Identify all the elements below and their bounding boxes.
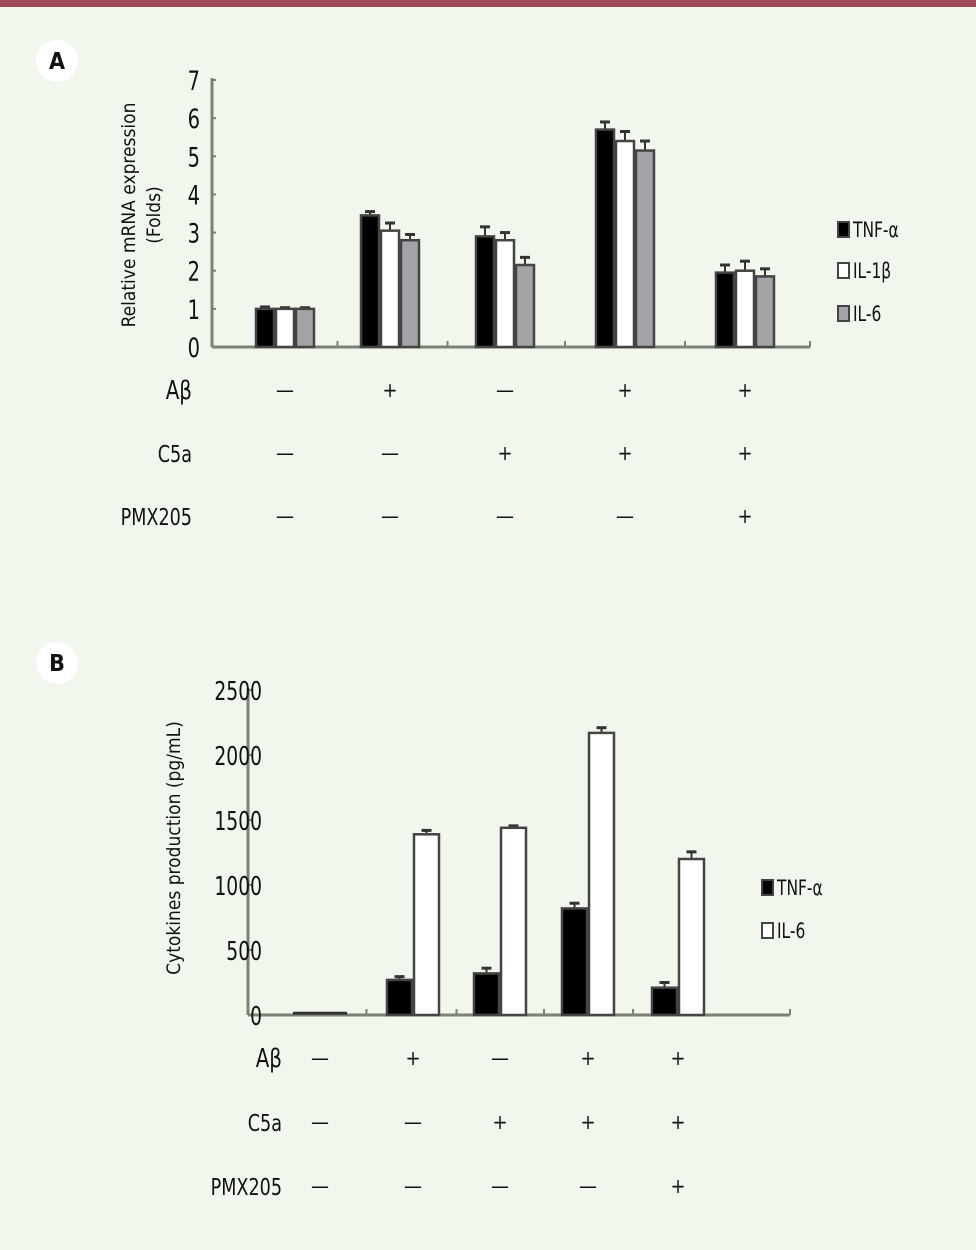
condition-sign: + — [580, 1046, 595, 1070]
legend-swatch — [761, 879, 774, 896]
y-tick-label: 2 — [188, 255, 200, 287]
condition-label-C5a: C5a — [158, 442, 192, 469]
condition-sign: — — [616, 504, 634, 528]
condition-sign: + — [492, 1110, 507, 1134]
condition-sign: + — [670, 1110, 685, 1134]
bar-IL-6 — [634, 149, 656, 349]
legend-swatch — [761, 922, 774, 939]
condition-label-PMX205: PMX205 — [211, 1175, 282, 1202]
panel-label: A — [49, 49, 65, 75]
bar-TNF-α — [560, 907, 589, 1017]
y-tick-label: 1 — [188, 293, 200, 325]
y-tick-label: 2000 — [214, 741, 262, 772]
condition-label-Aβ: Aβ — [256, 1043, 282, 1073]
y-tick-label: 0 — [250, 1001, 262, 1032]
condition-sign: — — [496, 504, 514, 528]
condition-sign: — — [579, 1174, 597, 1198]
condition-sign: — — [404, 1110, 422, 1134]
condition-sign: + — [617, 378, 632, 402]
condition-label-Aβ: Aβ — [166, 375, 192, 405]
y-tick-label: 6 — [188, 103, 200, 135]
condition-sign: — — [381, 441, 399, 465]
bar-IL-1β — [274, 307, 296, 349]
bar-TNF-α — [594, 128, 616, 349]
bar-IL-6 — [294, 307, 316, 349]
bar-TNF-α — [293, 1011, 320, 1015]
condition-sign: + — [405, 1046, 420, 1070]
panel-label: B — [49, 651, 65, 677]
y-tick-label: 1500 — [214, 806, 262, 837]
condition-sign: — — [404, 1174, 422, 1198]
chart-panel-B: B 0 500 1000 1500 2000 2500 Cytokines productio… — [36, 642, 823, 1201]
bar-IL-1β — [614, 139, 636, 349]
y-tick-label: 500 — [226, 936, 262, 967]
bar-TNF-α — [385, 978, 414, 1017]
condition-sign: + — [617, 441, 632, 465]
condition-sign: — — [491, 1174, 509, 1198]
y-tick-label: 4 — [188, 179, 200, 211]
y-tick-label: 0 — [188, 332, 200, 364]
bar-IL-6 — [677, 857, 706, 1017]
bar-IL-1β — [494, 238, 516, 349]
bar-IL-6 — [754, 275, 776, 349]
condition-sign: — — [311, 1046, 329, 1070]
legend-label: TNF-α — [852, 217, 899, 242]
condition-sign: — — [276, 504, 294, 528]
bar-TNF-α — [714, 271, 736, 349]
y-axis-label-units: (Folds) — [143, 186, 165, 243]
condition-sign: — — [381, 504, 399, 528]
condition-sign: + — [382, 378, 397, 402]
bar-IL-6 — [412, 833, 441, 1017]
y-tick-label: 1000 — [214, 871, 262, 902]
bar-IL-1β — [379, 229, 401, 349]
condition-sign: + — [670, 1046, 685, 1070]
y-tick-label: 5 — [188, 141, 200, 173]
bar-TNF-α — [472, 972, 501, 1017]
y-axis-label: Relative mRNA expression — [118, 103, 140, 328]
bar-IL-6 — [399, 238, 421, 349]
legend-swatch — [837, 305, 850, 322]
legend-label: IL-1β — [853, 258, 891, 283]
top-border — [0, 0, 976, 7]
y-tick-label: 7 — [188, 65, 200, 97]
bar-TNF-α — [254, 307, 276, 349]
condition-sign: + — [580, 1110, 595, 1134]
condition-sign: + — [737, 441, 752, 465]
condition-sign: + — [670, 1174, 685, 1198]
condition-sign: + — [737, 504, 752, 528]
condition-sign: — — [311, 1174, 329, 1198]
condition-sign: — — [276, 378, 294, 402]
y-tick-label: 2500 — [214, 676, 262, 707]
panel-label-badge — [36, 642, 78, 684]
condition-sign: + — [497, 441, 512, 465]
condition-label-C5a: C5a — [248, 1111, 282, 1138]
y-tick-label: 3 — [188, 217, 200, 249]
bar-IL-6 — [320, 1011, 347, 1015]
bar-TNF-α — [474, 235, 496, 349]
bar-IL-6 — [514, 263, 536, 349]
legend-label: IL-6 — [777, 918, 805, 943]
condition-label-PMX205: PMX205 — [121, 505, 192, 532]
bar-IL-6 — [499, 826, 528, 1017]
condition-sign: — — [496, 378, 514, 402]
condition-sign: — — [491, 1046, 509, 1070]
condition-sign: — — [311, 1110, 329, 1134]
y-axis-label: Cytokines production (pg/mL) — [163, 721, 185, 975]
bar-IL-1β — [734, 269, 756, 349]
legend-label: TNF-α — [776, 875, 823, 900]
panel-label-badge — [36, 40, 78, 82]
bar-TNF-α — [359, 214, 381, 349]
legend-label: IL-6 — [853, 301, 881, 326]
chart-panel-A: A 0 1 2 3 4 5 6 7 Relative mRNA expression (Folds)… — [36, 40, 899, 531]
legend-swatch — [837, 262, 850, 279]
condition-sign: — — [276, 441, 294, 465]
condition-sign: + — [737, 378, 752, 402]
bar-TNF-α — [650, 986, 679, 1017]
legend-swatch — [837, 221, 850, 238]
bar-IL-6 — [587, 731, 616, 1017]
